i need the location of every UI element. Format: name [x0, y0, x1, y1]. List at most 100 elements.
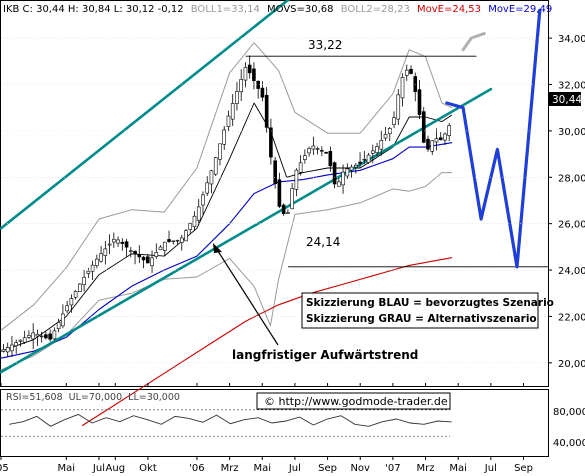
candle-body	[22, 337, 27, 343]
candle-body	[222, 129, 227, 145]
candle-body	[86, 270, 91, 274]
header-ohlc: IKB C: 30,44 H: 30,84 L: 30,12 -0,12	[3, 4, 184, 15]
candle-body	[392, 117, 396, 125]
y-tick-label: 22,00	[558, 312, 585, 323]
candle-body	[141, 256, 146, 261]
y-tick-label: 26,00	[558, 220, 585, 231]
rsi-line	[9, 413, 452, 427]
candle-body	[434, 138, 439, 143]
candle-body	[447, 125, 452, 136]
candle-body	[311, 145, 316, 150]
y-tick-label: 24,00	[558, 266, 585, 277]
trend-label: langfristiger Aufwärtstrend	[232, 348, 418, 362]
candle-body	[69, 298, 74, 306]
channel-upper-line	[0, 0, 291, 230]
candle-body	[349, 166, 354, 171]
candle-body	[48, 333, 52, 340]
candle-body	[341, 171, 345, 186]
candle-body	[184, 230, 188, 242]
scenario-blue-path	[445, 8, 542, 269]
candle-body	[438, 137, 443, 141]
candle-body	[73, 290, 78, 298]
scenario-grey-path	[461, 32, 486, 52]
candle-body	[31, 332, 35, 340]
candle-body	[218, 143, 222, 160]
rsi-ul: UL=70,000	[69, 392, 122, 403]
candle-body	[145, 256, 150, 264]
header-legend: IKB C: 30,44 H: 30,84 L: 30,12 -0,12 BOL…	[3, 4, 552, 15]
candle-body	[90, 264, 95, 272]
candle-body	[39, 335, 44, 338]
candle-body	[315, 148, 320, 150]
candle-body	[150, 257, 154, 267]
x-tick-label: Sep	[514, 463, 533, 474]
y-tick-label: 20,00	[558, 359, 585, 370]
header-move-blue: MovE=29,49	[488, 4, 552, 15]
candle-body	[345, 168, 350, 177]
candle-body	[286, 212, 290, 214]
x-axis: '05MaiJulAugOkt'06MrzMaiJulSepNov'07MrzM…	[0, 383, 533, 474]
rsi-legend: RSI=51,608 UL=70,000 LL=30,000	[6, 392, 180, 403]
candle-body	[400, 77, 405, 99]
x-tick-label: '05	[0, 463, 9, 474]
candle-body	[337, 181, 341, 187]
x-tick-label: Jul	[288, 463, 301, 474]
candle-body	[320, 150, 324, 152]
candle-body	[324, 151, 328, 154]
last-price-label: 30,44	[552, 94, 582, 106]
candle-body	[52, 330, 57, 340]
candle-body	[116, 239, 120, 244]
x-tick-label: Okt	[139, 463, 157, 474]
candle-body	[273, 160, 277, 184]
scenario-sketches	[445, 8, 542, 269]
candle-body	[192, 215, 197, 227]
legend-grey-text: Skizzierung GRAU = Alternativszenario	[306, 313, 537, 325]
candle-body	[375, 146, 379, 153]
candle-body	[404, 69, 409, 76]
candle-body	[82, 276, 86, 286]
candle-body	[133, 250, 137, 255]
candle-body	[383, 134, 388, 139]
price-levels	[245, 55, 549, 268]
boll-lower-line	[0, 172, 453, 371]
candle-body	[298, 162, 303, 173]
x-tick-label: Aug	[106, 463, 126, 474]
candle-body	[421, 111, 426, 143]
candle-body	[303, 155, 307, 160]
x-tick-label: Mai	[253, 463, 271, 474]
x-tick-label: '06	[189, 463, 204, 474]
trend-channel	[0, 0, 493, 374]
candle-body	[124, 241, 129, 248]
rsi-tick-80: 80,000	[553, 407, 585, 418]
x-tick-label: Mrz	[417, 463, 435, 474]
candle-body	[252, 68, 256, 82]
candle-body	[158, 246, 163, 251]
candle-body	[175, 240, 180, 242]
candle-body	[243, 67, 248, 81]
candle-body	[188, 223, 193, 230]
candle-body	[409, 68, 413, 74]
rsi-label: RSI=51,608	[6, 392, 63, 403]
candle-body	[18, 339, 23, 342]
trend-arrow	[215, 247, 279, 346]
main-panel-frame	[0, 0, 549, 387]
x-tick-label: Sep	[318, 463, 337, 474]
candle-body	[14, 342, 18, 347]
y-tick-label: 34,00	[558, 34, 585, 45]
candle-body	[44, 334, 48, 339]
candle-body	[179, 237, 184, 243]
candle-body	[260, 87, 265, 98]
candle-body	[281, 204, 286, 215]
candle-body	[269, 127, 273, 158]
x-tick-label: Mai	[449, 463, 467, 474]
candle-body	[99, 253, 103, 262]
candle-body	[379, 140, 384, 150]
candle-body	[294, 169, 299, 190]
candle-body	[328, 150, 333, 167]
x-tick-label: Nov	[350, 463, 370, 474]
rsi-ll: LL=30,000	[128, 392, 180, 403]
candle-body	[162, 241, 167, 251]
candle-body	[154, 252, 159, 257]
candle-body	[332, 162, 337, 185]
